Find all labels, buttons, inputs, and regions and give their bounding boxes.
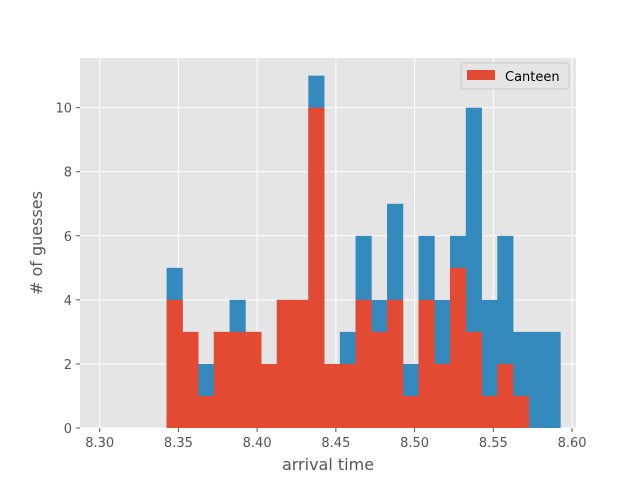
x-tick-label: 8.45	[321, 436, 350, 451]
x-tick-label: 8.55	[479, 436, 508, 451]
histogram-bar	[481, 395, 498, 428]
histogram-bar	[355, 299, 372, 428]
histogram-bar	[213, 331, 230, 428]
histogram-bar	[229, 331, 246, 428]
x-tick-label: 8.60	[558, 436, 587, 451]
legend-box	[460, 62, 570, 90]
histogram-bar	[387, 299, 404, 428]
y-axis-label: # of guesses	[27, 191, 46, 295]
y-tick-label: 0	[64, 422, 72, 437]
legend-swatch-canteen	[467, 70, 495, 80]
histogram-bar	[308, 107, 325, 428]
bars-canteen	[166, 107, 530, 428]
y-tick-label: 2	[64, 358, 72, 373]
histogram-bar	[261, 363, 278, 428]
histogram-bar	[371, 331, 388, 428]
histogram-bar	[292, 299, 309, 428]
x-tick-label: 8.50	[400, 436, 429, 451]
histogram-bar	[166, 299, 183, 428]
histogram-bar	[182, 331, 199, 428]
x-tick-label: 8.40	[243, 436, 272, 451]
histogram-bar	[324, 363, 341, 428]
bars	[166, 75, 561, 428]
histogram-bar	[418, 299, 435, 428]
histogram-bar	[544, 331, 561, 428]
legend-label-canteen: Canteen	[505, 70, 560, 85]
y-tick-label: 6	[64, 230, 72, 245]
histogram-bar	[497, 363, 514, 428]
y-tick-label: 8	[64, 166, 72, 181]
histogram-bar	[276, 299, 293, 428]
histogram-bar	[434, 363, 451, 428]
legend: Canteen	[460, 62, 570, 90]
y-tick-label: 4	[64, 294, 72, 309]
y-axis-ticks: 0 2 4 6 8 10	[55, 102, 80, 437]
histogram-bar	[465, 331, 482, 428]
x-tick-label: 8.35	[164, 436, 193, 451]
x-tick-label: 8.30	[85, 436, 114, 451]
x-axis-label: arrival time	[282, 455, 374, 474]
histogram-bar	[339, 363, 356, 428]
x-axis-ticks: 8.30 8.35 8.40 8.45 8.50 8.55 8.60	[85, 428, 587, 451]
histogram-bar	[450, 267, 467, 428]
histogram-bar	[198, 395, 215, 428]
histogram-bar	[402, 395, 419, 428]
histogram-bar	[245, 331, 262, 428]
histogram-bar	[528, 331, 545, 428]
y-tick-label: 10	[55, 102, 72, 117]
histogram-bar	[513, 395, 530, 428]
